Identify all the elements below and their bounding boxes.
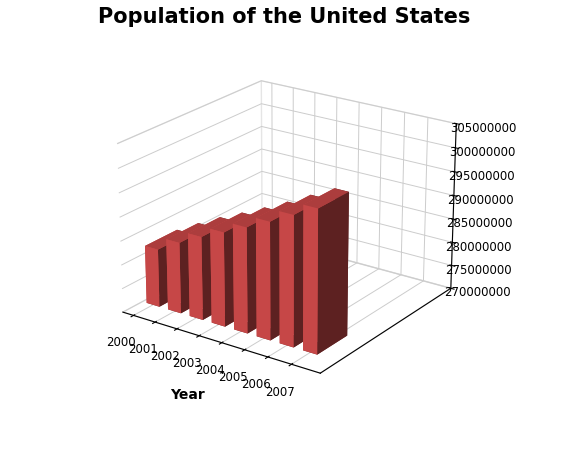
Title: Population of the United States: Population of the United States bbox=[98, 7, 470, 27]
X-axis label: Year: Year bbox=[170, 388, 205, 402]
